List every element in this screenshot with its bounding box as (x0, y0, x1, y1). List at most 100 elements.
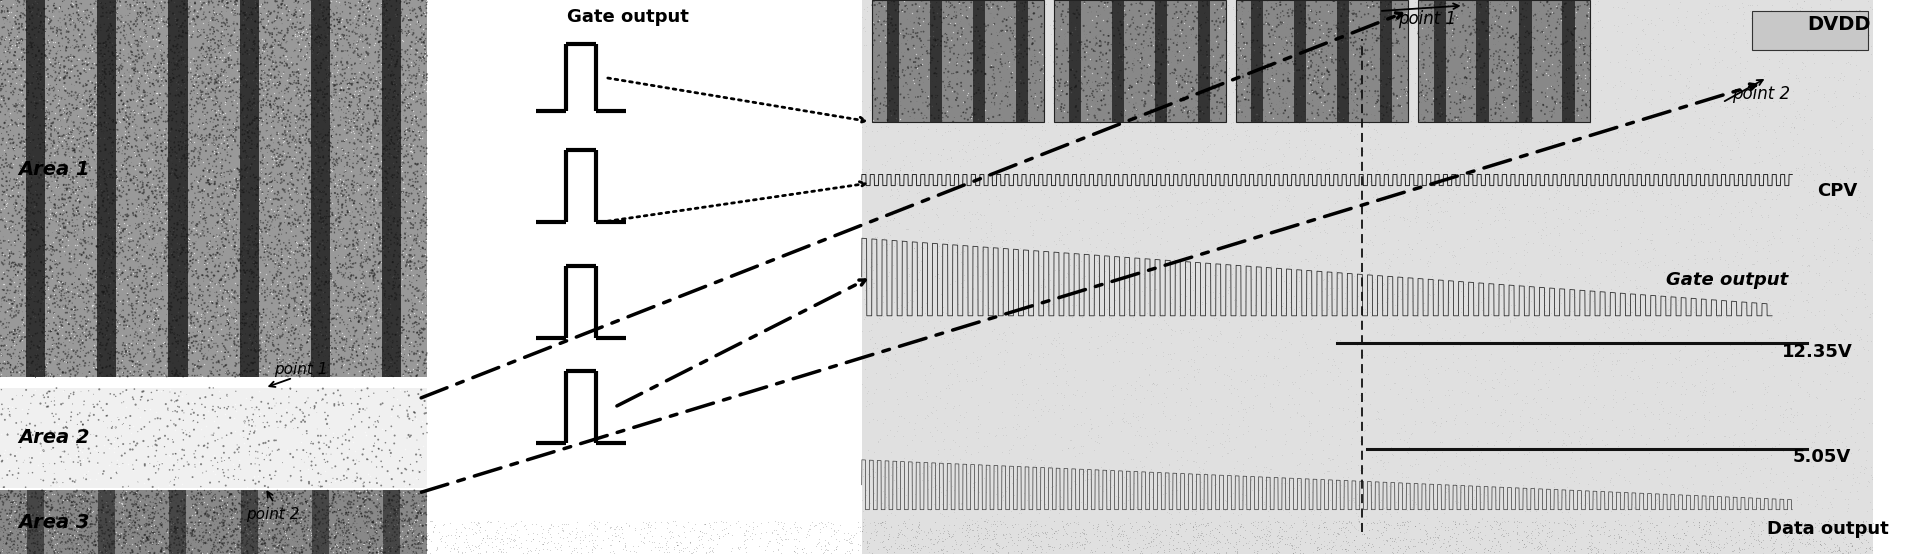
Point (164, 284, 195, 293)
Point (1227, 7, 1257, 16)
Point (1460, 64, 1491, 73)
Point (1391, 134, 1422, 142)
Point (411, 166, 441, 175)
Point (333, 62, 363, 71)
Point (1299, 222, 1330, 230)
Point (917, 101, 948, 110)
Point (57, 305, 88, 314)
Point (247, 121, 277, 130)
Point (1699, 543, 1729, 552)
Point (396, 119, 426, 127)
Point (256, 325, 287, 334)
Point (118, 528, 149, 537)
Point (1124, 469, 1154, 478)
Point (1160, 65, 1191, 74)
Point (694, 547, 724, 554)
Point (371, 146, 401, 155)
Point (1173, 214, 1204, 223)
Point (237, 535, 268, 544)
Point (109, 534, 140, 542)
Point (1032, 379, 1063, 388)
Point (0, 92, 17, 101)
Point (0, 216, 19, 225)
Point (1600, 121, 1630, 130)
Point (401, 33, 432, 42)
Point (1179, 432, 1210, 440)
Point (1290, 254, 1321, 263)
Point (27, 279, 57, 288)
Point (248, 86, 279, 95)
Point (21, 67, 52, 76)
Point (27, 365, 57, 374)
Point (371, 120, 401, 129)
Point (329, 525, 359, 534)
Point (1735, 208, 1766, 217)
Point (69, 222, 99, 231)
Point (396, 219, 426, 228)
Point (258, 211, 289, 220)
Point (231, 489, 262, 498)
Point (161, 140, 191, 149)
Point (1160, 530, 1191, 538)
Point (164, 239, 195, 248)
Point (1580, 145, 1611, 154)
Point (302, 33, 333, 42)
Point (210, 542, 241, 551)
Point (203, 248, 233, 257)
Point (963, 105, 994, 114)
Point (71, 6, 101, 15)
Point (220, 413, 250, 422)
Point (229, 286, 260, 295)
Point (1829, 394, 1859, 403)
Point (256, 41, 287, 50)
Point (1299, 126, 1330, 135)
Point (220, 305, 250, 314)
Point (915, 538, 946, 547)
Point (317, 370, 348, 378)
Point (4, 299, 34, 308)
Point (1531, 535, 1561, 543)
Point (243, 192, 273, 201)
Point (1363, 407, 1393, 416)
Point (1655, 199, 1686, 208)
Point (340, 459, 371, 468)
Point (663, 548, 694, 554)
Point (388, 188, 419, 197)
Point (906, 85, 936, 94)
Point (879, 27, 910, 35)
Point (151, 66, 182, 75)
Point (252, 327, 283, 336)
Point (178, 119, 208, 127)
Point (1747, 223, 1777, 232)
Point (111, 132, 141, 141)
Point (371, 54, 401, 63)
Point (97, 159, 128, 168)
Point (1087, 532, 1118, 541)
Point (1479, 32, 1510, 41)
Point (86, 496, 117, 505)
Point (323, 543, 354, 552)
Point (208, 525, 239, 534)
Point (134, 204, 164, 213)
Point (262, 355, 292, 364)
Point (44, 334, 75, 343)
Point (99, 76, 130, 85)
Point (1819, 519, 1850, 527)
Point (977, 80, 1007, 89)
Point (48, 280, 78, 289)
Point (225, 291, 256, 300)
Point (38, 216, 69, 225)
Point (287, 249, 317, 258)
Point (224, 368, 254, 377)
Point (218, 126, 248, 135)
Point (1256, 425, 1286, 434)
Point (0, 295, 25, 304)
Point (55, 184, 86, 193)
Point (73, 100, 103, 109)
Point (97, 56, 128, 65)
Point (96, 20, 126, 29)
Point (1063, 205, 1093, 214)
Point (285, 68, 315, 76)
Point (1261, 204, 1292, 213)
Point (1697, 521, 1728, 530)
